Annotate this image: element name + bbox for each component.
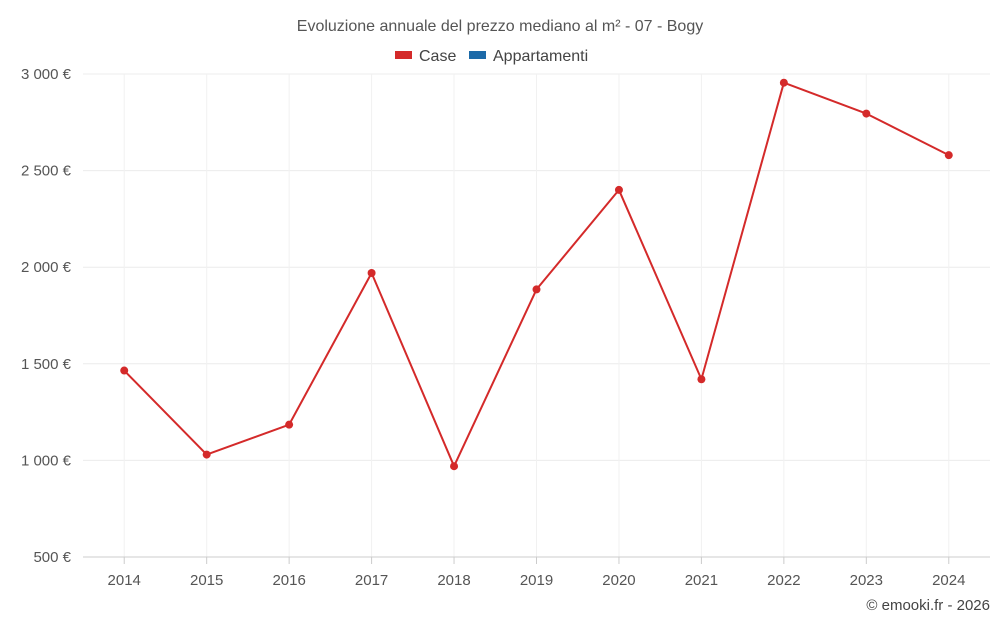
legend: Case Appartamenti [395,48,588,65]
x-tick-label: 2016 [272,572,305,589]
chart-title: Evoluzione annuale del prezzo mediano al… [297,18,703,35]
y-tick-label: 1 000 € [21,452,72,469]
data-point-case-2021[interactable] [697,375,706,384]
data-point-case-2019[interactable] [532,285,541,294]
x-tick-label: 2018 [437,572,470,589]
x-tick-label: 2022 [767,572,800,589]
data-point-case-2023[interactable] [862,109,871,118]
axes: 500 € 1 000 € 1 500 € 2 000 € 2 500 € 3 000 €… [21,66,990,589]
data-point-case-2022[interactable] [779,78,788,87]
x-tick-label: 2023 [850,572,883,589]
x-tick-label: 2019 [520,572,553,589]
series-layer [120,78,953,471]
data-point-case-2015[interactable] [202,450,211,459]
x-tick-label: 2014 [108,572,141,589]
data-point-case-2020[interactable] [614,185,623,194]
data-point-case-2014[interactable] [120,366,129,375]
y-tick-label: 1 500 € [21,356,72,373]
grid [83,73,990,558]
y-tick-label: 2 000 € [21,259,72,276]
y-tick-label: 3 000 € [21,66,72,83]
data-point-case-2018[interactable] [450,462,459,471]
legend-label-case[interactable]: Case [419,48,456,65]
x-tick-label: 2024 [932,572,965,589]
data-point-case-2017[interactable] [367,268,376,277]
x-tick-label: 2017 [355,572,388,589]
x-tick-label: 2020 [602,572,635,589]
x-tick-label: 2021 [685,572,718,589]
legend-swatch-appartamenti[interactable] [469,51,486,59]
data-point-case-2024[interactable] [944,151,953,160]
y-tick-label: 2 500 € [21,163,72,180]
legend-swatch-case[interactable] [395,51,412,59]
legend-label-appartamenti[interactable]: Appartamenti [493,48,588,65]
data-point-case-2016[interactable] [285,420,294,429]
y-tick-label: 500 € [33,549,71,566]
credit-text: © emooki.fr - 2026 [866,597,990,614]
x-tick-label: 2015 [190,572,223,589]
